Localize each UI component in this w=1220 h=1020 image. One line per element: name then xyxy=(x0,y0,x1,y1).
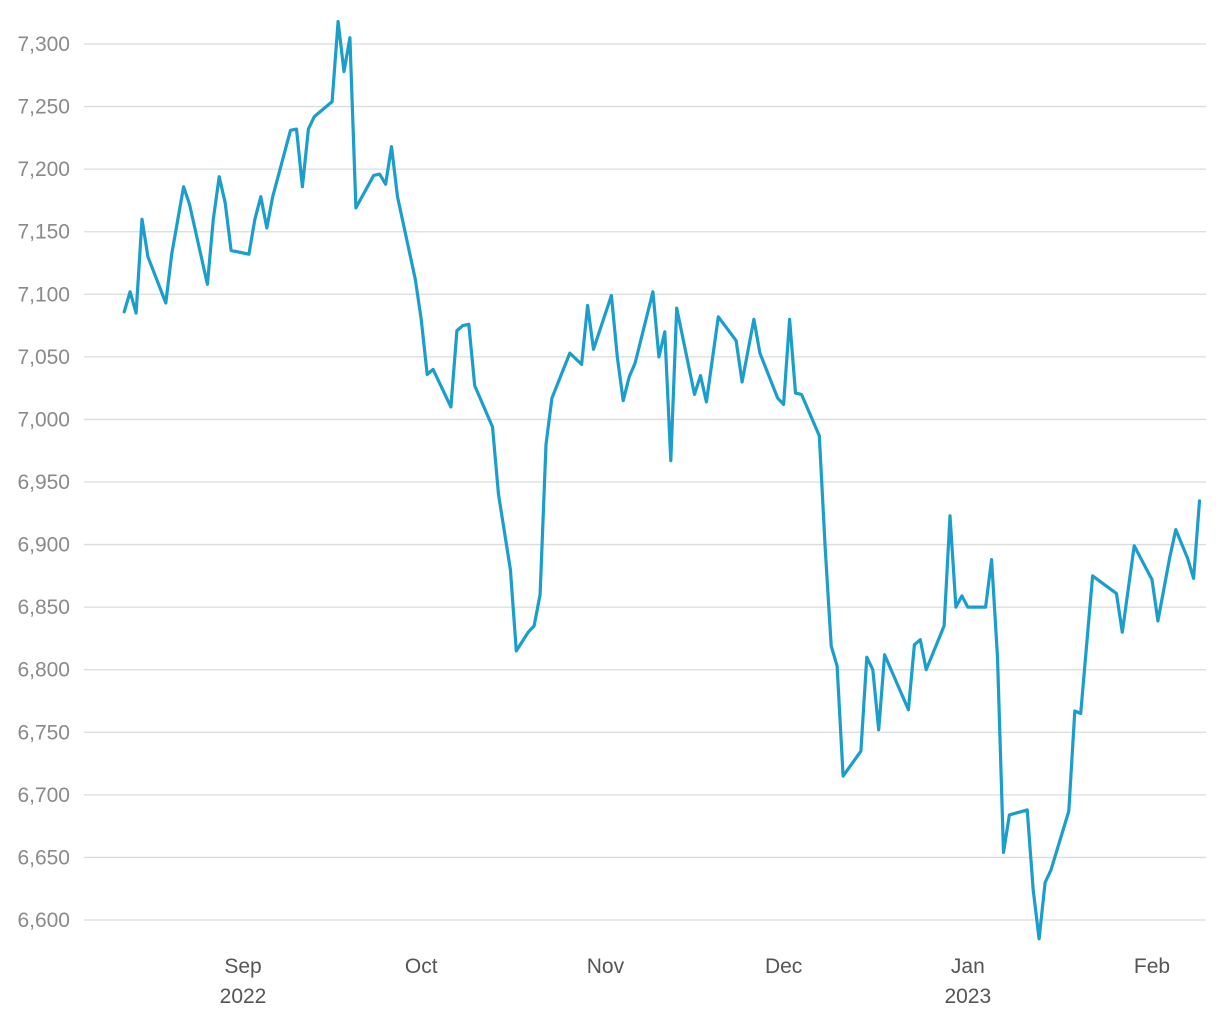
x-axis: Sep 2022 Oct Nov Dec Jan 2023 Feb xyxy=(220,955,1170,1008)
x-tick-label: Feb xyxy=(1134,955,1170,978)
y-tick-label: 6,600 xyxy=(17,909,70,932)
x-tick-label: Jan xyxy=(951,955,985,978)
y-tick-label: 6,800 xyxy=(17,659,70,682)
y-tick-label: 6,650 xyxy=(17,846,70,869)
x-tick-label: Sep xyxy=(224,955,261,978)
y-tick-label: 7,300 xyxy=(17,33,70,56)
y-tick-label: 6,900 xyxy=(17,534,70,557)
x-tick-label: Nov xyxy=(587,955,625,978)
y-tick-label: 7,150 xyxy=(17,221,70,244)
y-tick-label: 7,200 xyxy=(17,158,70,181)
y-tick-label: 7,000 xyxy=(17,408,70,431)
y-tick-label: 6,700 xyxy=(17,784,70,807)
x-tick-label: Dec xyxy=(765,955,802,978)
x-tick-sublabel: 2023 xyxy=(944,985,991,1008)
x-tick-label: Oct xyxy=(405,955,438,978)
y-tick-label: 7,050 xyxy=(17,346,70,369)
y-tick-label: 7,100 xyxy=(17,283,70,306)
y-tick-label: 6,850 xyxy=(17,596,70,619)
grid-lines xyxy=(84,43,1206,921)
y-axis: 6,600 6,650 6,700 6,750 6,800 6,850 6,900 6,950… xyxy=(17,33,70,932)
plot-area xyxy=(122,19,1202,941)
y-tick-label: 6,750 xyxy=(17,721,70,744)
y-tick-label: 6,950 xyxy=(17,471,70,494)
series-line xyxy=(122,19,1202,941)
x-tick-sublabel: 2022 xyxy=(220,985,267,1008)
y-tick-label: 7,250 xyxy=(17,96,70,119)
